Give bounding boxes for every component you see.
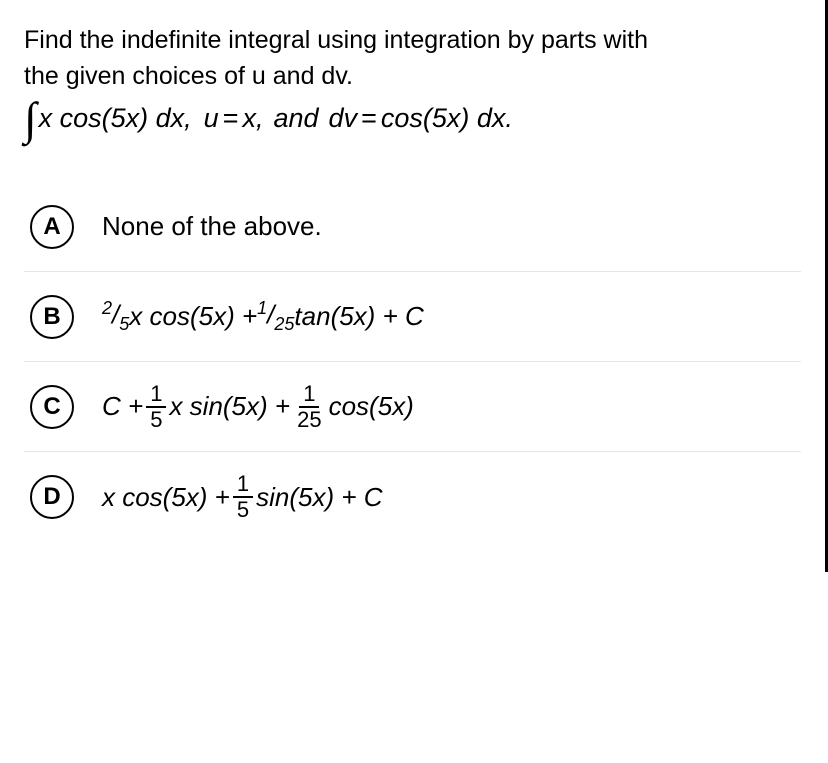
choice-body-a: None of the above.: [102, 211, 322, 242]
choice-letter-d: D: [43, 483, 60, 511]
c-frac1-den: 5: [146, 408, 166, 431]
and-word: and: [273, 103, 318, 134]
b-tail: tan(5x) + C: [294, 301, 423, 332]
choice-d[interactable]: D x cos(5x) + 1 5 sin(5x) + C: [24, 452, 801, 542]
eq2: =: [361, 103, 377, 134]
dv-label: dv: [329, 103, 358, 134]
choice-b[interactable]: B 2/5 x cos(5x) + 1/25 tan(5x) + C: [24, 272, 801, 362]
b-frac1: 2/5: [102, 298, 129, 335]
choice-a[interactable]: A None of the above.: [24, 182, 801, 272]
u-label: u: [204, 103, 219, 134]
choice-letter-a: A: [43, 213, 60, 241]
d-frac-den: 5: [233, 498, 253, 521]
u-value: x,: [242, 103, 263, 134]
b-frac2: 1/25: [257, 298, 294, 335]
choice-marker-a: A: [30, 205, 74, 249]
c-lead: C +: [102, 391, 143, 422]
prompt-line-1: Find the indefinite integral using integ…: [24, 26, 648, 54]
integral-expression: ∫ x cos(5x) dx, u = x, and dv = cos(5x) …: [24, 101, 801, 138]
b-frac2-den: 25: [274, 314, 294, 334]
c-mid: x sin(5x) +: [169, 391, 290, 422]
choice-letter-b: B: [43, 303, 60, 331]
question-container: Find the indefinite integral using integ…: [0, 0, 828, 572]
choice-c[interactable]: C C + 1 5 x sin(5x) + 1 25 cos(5x): [24, 362, 801, 452]
b-frac2-num: 1: [257, 298, 267, 318]
c-frac2: 1 25: [293, 383, 325, 431]
dv-value: cos(5x) dx.: [381, 103, 513, 134]
d-frac-num: 1: [233, 473, 253, 498]
eq1: =: [223, 103, 239, 134]
c-frac1: 1 5: [146, 383, 166, 431]
prompt-line-2: the given choices of u and dv.: [24, 62, 353, 90]
choice-letter-c: C: [43, 393, 60, 421]
d-lead: x cos(5x) +: [102, 482, 230, 513]
b-frac1-num: 2: [102, 298, 112, 318]
d-frac: 1 5: [233, 473, 253, 521]
integral-body: x cos(5x) dx,: [39, 103, 192, 134]
choice-body-b: 2/5 x cos(5x) + 1/25 tan(5x) + C: [102, 298, 424, 335]
c-frac2-num: 1: [299, 383, 319, 408]
choice-a-text: None of the above.: [102, 211, 322, 242]
choice-marker-d: D: [30, 475, 74, 519]
d-tail: sin(5x) + C: [256, 482, 382, 513]
c-frac1-num: 1: [146, 383, 166, 408]
question-prompt: Find the indefinite integral using integ…: [24, 22, 801, 95]
b-frac1-den: 5: [119, 314, 129, 334]
c-tail: cos(5x): [329, 391, 414, 422]
choice-marker-b: B: [30, 295, 74, 339]
choice-body-c: C + 1 5 x sin(5x) + 1 25 cos(5x): [102, 383, 414, 431]
b-mid1: x cos(5x) +: [129, 301, 257, 332]
integral-symbol: ∫: [24, 101, 37, 138]
choice-marker-c: C: [30, 385, 74, 429]
choice-body-d: x cos(5x) + 1 5 sin(5x) + C: [102, 473, 383, 521]
c-frac2-den: 25: [293, 408, 325, 431]
